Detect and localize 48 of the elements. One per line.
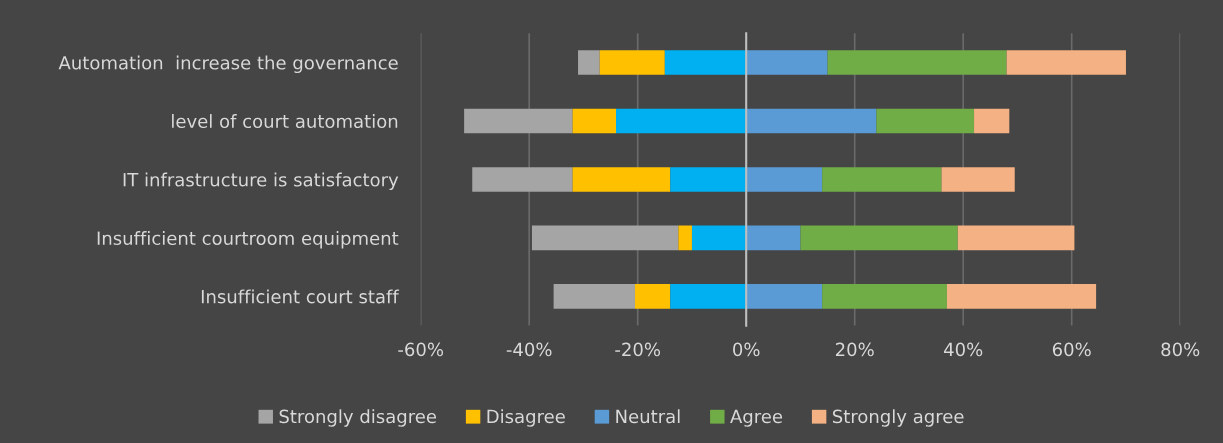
bar [531, 225, 679, 251]
x-tick-label: 80% [1161, 342, 1200, 357]
bar [957, 225, 1075, 251]
bar [616, 108, 747, 134]
bar [553, 284, 635, 309]
x-tick-label: -60% [398, 342, 444, 357]
bar [472, 167, 573, 192]
legend-label: Strongly agree [832, 409, 964, 427]
bar [876, 108, 975, 134]
bar [572, 167, 671, 192]
bar [822, 284, 947, 309]
bar [941, 167, 1015, 192]
bar [670, 167, 747, 192]
bar [664, 50, 747, 75]
bar [670, 284, 747, 309]
x-tick-label: -40% [506, 342, 552, 357]
bar [746, 284, 823, 309]
x-tick-label: 40% [944, 342, 983, 357]
bar [678, 225, 692, 251]
bar [746, 50, 828, 75]
bar [746, 108, 877, 134]
bar [1006, 50, 1126, 75]
x-tick-label: 60% [1052, 342, 1091, 357]
x-tick-label: 0% [733, 342, 760, 357]
bar [599, 50, 665, 75]
y-tick-label: Automation increase the governance [58, 55, 398, 74]
bar [572, 108, 617, 134]
bar [464, 108, 573, 134]
legend-label: Strongly disagree [279, 409, 437, 427]
bar [746, 225, 801, 251]
x-tick-label: 20% [835, 342, 874, 357]
y-tick-label: Insufficient courtroom equipment [97, 231, 399, 249]
bar [822, 167, 942, 192]
bar [746, 167, 823, 192]
bar [800, 225, 958, 251]
legend-label: Agree [730, 409, 783, 427]
y-tick-label: Insufficient court staff [201, 289, 400, 304]
bar [974, 108, 1010, 134]
bar [634, 284, 671, 309]
y-tick-label: IT infrastructure is satisfactory [123, 172, 399, 191]
legend-label: Neutral [616, 409, 680, 424]
legend-label: Disagree [487, 409, 565, 427]
bar [691, 225, 747, 251]
bar [946, 284, 1097, 309]
bar [578, 50, 600, 75]
x-tick-label: -20% [615, 342, 661, 357]
bar [827, 50, 1007, 75]
y-tick-label: level of court automation [172, 114, 398, 129]
